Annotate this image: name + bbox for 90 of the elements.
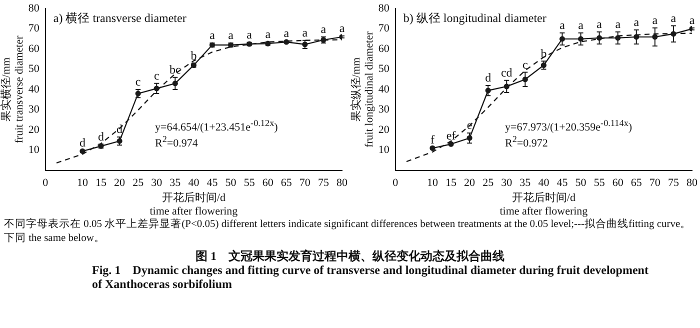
- y-tick-label: 80: [28, 2, 40, 14]
- y-tick-label: 40: [28, 83, 40, 96]
- x-tick-label: 75: [668, 176, 680, 189]
- annotation: a: [615, 17, 622, 32]
- annotation: d: [485, 70, 492, 85]
- annotation: d: [79, 135, 86, 150]
- annotation: a: [284, 26, 290, 40]
- x-tick-label: 65: [630, 176, 642, 189]
- x-tick-label: 60: [612, 176, 624, 189]
- y-axis-title: 果实纵径/mm fruit longitudinal diameter: [349, 31, 376, 148]
- x-tick-label: 50: [575, 176, 587, 189]
- y-tick-label: 60: [378, 42, 390, 55]
- x-tick-label: 45: [206, 176, 218, 189]
- annotation: b: [540, 46, 547, 60]
- annotation: a: [246, 28, 253, 42]
- caption: 图 1 文冠果果实发育过程中横、纵径变化动态及拟合曲线: [194, 249, 506, 263]
- x-tick-label: 65: [280, 176, 292, 189]
- x-tick-label: 40: [538, 176, 550, 189]
- annotation: R$^{2}$=0.974: [155, 134, 198, 150]
- annotation: bc: [170, 62, 181, 77]
- x-tick-label: 10: [426, 176, 438, 189]
- x-tick-label: 60: [262, 176, 274, 189]
- chart-title: b) 纵径 longitudinal diameter: [403, 10, 546, 25]
- x-tick-label: 0: [42, 176, 49, 189]
- y-tick-label: 20: [28, 124, 40, 136]
- caption: Fig. 1 Dynamic changes and fitting curve of transverse and longitudinal diameter during fruit development of Xanthoceras sorbifolium: [92, 263, 650, 291]
- x-tick-label: 0: [392, 176, 399, 189]
- x-tick-label: 15: [96, 176, 108, 189]
- x-tick-label: 55: [594, 176, 606, 189]
- x-tick-label: 70: [299, 176, 311, 189]
- annotation: a: [670, 10, 677, 25]
- annotation: a: [634, 14, 640, 29]
- annotation: ef: [446, 128, 456, 142]
- annotation: f: [430, 132, 434, 146]
- x-tick-label: 30: [151, 176, 163, 189]
- y-tick-label: 40: [378, 83, 390, 96]
- annotation: cd: [500, 66, 512, 80]
- y-tick-label: 30: [378, 104, 390, 116]
- annotation: a: [320, 22, 327, 36]
- x-tick-label: 50: [225, 176, 237, 189]
- x-tick-label: 70: [649, 176, 661, 189]
- annotation: c: [154, 68, 160, 83]
- x-tick-label: 25: [132, 176, 144, 189]
- x-tick-label: 80: [336, 176, 348, 189]
- x-tick-label: 55: [244, 176, 256, 189]
- annotation: c: [522, 57, 528, 72]
- x-tick-label: 35: [520, 176, 532, 189]
- annotation: d: [98, 129, 104, 144]
- x-tick-label: 20: [114, 176, 126, 189]
- annotation: a: [302, 26, 308, 40]
- y-tick-label: 50: [378, 63, 390, 76]
- annotation: a: [339, 21, 346, 36]
- y-tick-label: 70: [378, 22, 390, 35]
- annotation: a: [596, 17, 603, 32]
- text: 不同字母表示在 0.05 水平上差异显著(P<0.05) different letters indicate significant differences between treatments at the 0.05 level;---拟合曲线fitting curve。下同 the same below。: [4, 218, 692, 246]
- x-axis-title: 开花后时间/d time after flowering: [500, 191, 588, 218]
- annotation: y=64.654/(1+23.451e$^{-0.12x}$): [155, 118, 278, 134]
- y-tick-label: 20: [378, 124, 390, 136]
- y-tick-label: 60: [28, 42, 40, 55]
- annotation: c: [135, 74, 141, 89]
- x-tick-label: 20: [464, 176, 476, 189]
- x-tick-label: 10: [76, 176, 88, 189]
- y-tick-label: 50: [28, 63, 40, 76]
- annotation: a: [265, 27, 272, 42]
- y-tick-label: 70: [28, 22, 40, 35]
- annotation: b: [190, 48, 197, 62]
- x-tick-label: 25: [482, 176, 494, 189]
- x-tick-label: 75: [318, 176, 330, 189]
- x-tick-label: 40: [188, 176, 200, 189]
- annotation: a: [689, 12, 696, 27]
- y-tick-label: 30: [28, 104, 40, 116]
- y-axis-title: 果实横径/mm fruit transverse diameter: [0, 35, 26, 144]
- annotation: a: [210, 28, 216, 42]
- annotation: a: [228, 28, 234, 42]
- annotation: y=67.973/(1+20.359e$^{-0.114x}$): [505, 118, 632, 134]
- x-tick-label: 45: [556, 176, 568, 189]
- x-axis-title: 开花后时间/d time after flowering: [150, 191, 238, 218]
- annotation: a: [652, 12, 658, 27]
- y-tick-label: 10: [28, 144, 40, 156]
- x-tick-label: 35: [170, 176, 182, 189]
- annotation: R$^{2}$=0.972: [505, 134, 548, 150]
- y-tick-label: 10: [378, 144, 390, 156]
- chart-title: a) 横径 transverse diameter: [53, 10, 186, 25]
- y-tick-label: 80: [378, 2, 390, 14]
- x-tick-label: 30: [501, 176, 513, 189]
- annotation: d: [116, 122, 123, 136]
- annotation: a: [560, 18, 566, 32]
- x-tick-label: 80: [686, 176, 698, 189]
- annotation: a: [578, 18, 584, 32]
- x-tick-label: 15: [446, 176, 458, 189]
